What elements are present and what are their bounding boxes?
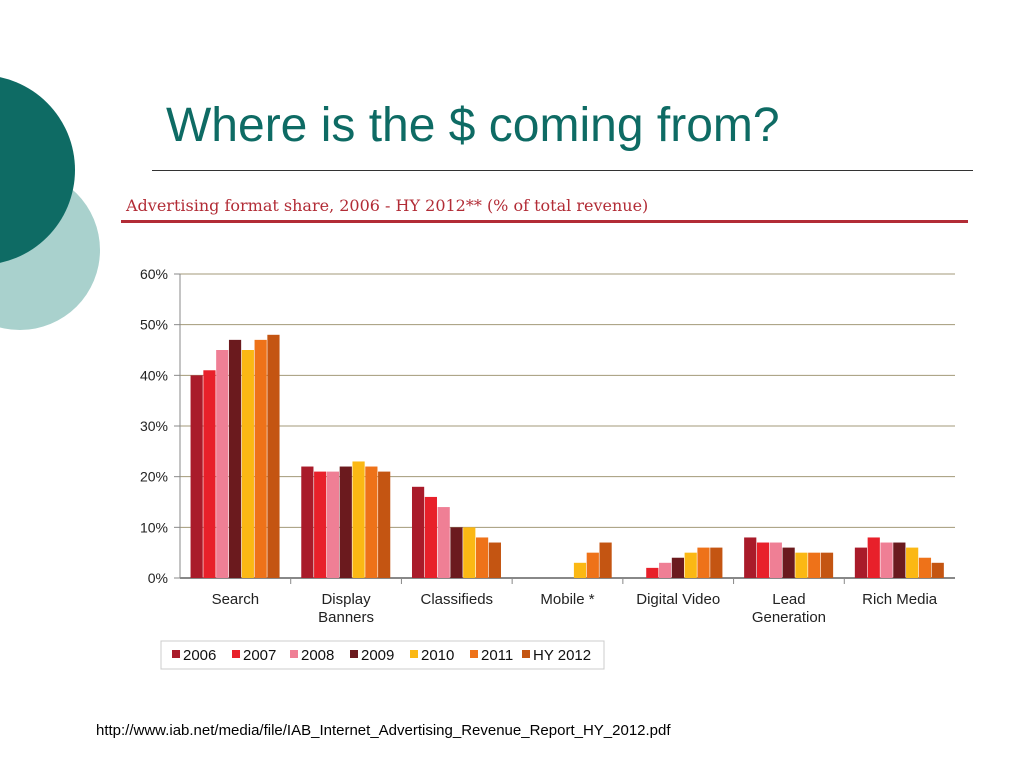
bar [880, 542, 893, 578]
x-tick-label: Display [321, 591, 371, 608]
legend-label: 2008 [301, 647, 334, 664]
bar [918, 557, 932, 578]
legend-label: 2006 [183, 647, 216, 664]
bar [339, 466, 352, 578]
chart-title-divider [121, 220, 968, 223]
y-tick-label: 10% [140, 519, 168, 535]
bar [906, 547, 919, 578]
y-tick-label: 40% [140, 367, 168, 383]
bar [437, 507, 450, 578]
bar [475, 537, 489, 578]
x-tick-label: Banners [318, 609, 374, 626]
bar [216, 350, 229, 578]
bar [267, 334, 280, 578]
x-tick-label: Generation [752, 609, 826, 626]
bar [424, 496, 437, 578]
bar [586, 552, 599, 578]
bar [254, 339, 267, 578]
bar [463, 527, 476, 578]
bar [867, 537, 880, 578]
source-link[interactable]: http://www.iab.net/media/file/IAB_Intern… [96, 722, 671, 739]
legend-swatch [410, 650, 418, 658]
legend-swatch [172, 650, 180, 658]
x-tick-label: Rich Media [862, 591, 938, 608]
bar [756, 542, 770, 578]
legend-label: 2009 [361, 647, 394, 664]
slide-decoration [0, 77, 100, 330]
bar [893, 542, 906, 578]
legend-label: HY 2012 [533, 647, 591, 664]
bar [326, 471, 340, 578]
bar [671, 557, 685, 578]
bar [931, 562, 944, 578]
bar [646, 567, 659, 578]
slide-title: Where is the $ coming from? [166, 99, 780, 152]
bar [241, 350, 254, 578]
bar [352, 461, 365, 578]
bar [697, 547, 710, 578]
bar [190, 375, 203, 578]
legend-swatch [470, 650, 478, 658]
legend-swatch [350, 650, 358, 658]
y-tick-label: 30% [140, 418, 168, 434]
bar [411, 486, 425, 578]
x-tick-label: Classifieds [421, 591, 494, 608]
bar [710, 547, 723, 578]
title-divider [152, 170, 973, 171]
bar [744, 537, 757, 578]
x-tick-label: Lead [772, 591, 805, 608]
legend-swatch [290, 650, 298, 658]
bar [795, 552, 808, 578]
decorative-circle-dark [0, 77, 75, 263]
bar [378, 471, 391, 578]
legend-swatch [232, 650, 240, 658]
bar [301, 466, 314, 578]
chart-title: Advertising format share, 2006 - HY 2012… [126, 196, 649, 215]
bar [573, 562, 587, 578]
bar [854, 547, 868, 578]
legend-label: 2007 [243, 647, 276, 664]
legend-label: 2010 [421, 647, 454, 664]
legend-swatch [522, 650, 530, 658]
bar [782, 547, 795, 578]
y-tick-label: 20% [140, 469, 168, 485]
bar [808, 552, 821, 578]
bar [450, 527, 463, 578]
y-tick-label: 0% [148, 570, 168, 586]
x-tick-label: Digital Video [636, 591, 720, 608]
legend-label: 2011 [481, 647, 513, 664]
x-tick-label: Search [212, 591, 260, 608]
bar [769, 542, 782, 578]
bar [684, 552, 697, 578]
y-tick-label: 60% [140, 266, 168, 282]
bar [228, 339, 242, 578]
bar [203, 370, 216, 578]
bar [314, 471, 327, 578]
bar [659, 562, 672, 578]
bar [365, 466, 378, 578]
bar [488, 542, 501, 578]
bar [820, 552, 834, 578]
bar [599, 542, 612, 578]
y-tick-label: 50% [140, 317, 168, 333]
x-tick-label: Mobile * [540, 591, 594, 608]
